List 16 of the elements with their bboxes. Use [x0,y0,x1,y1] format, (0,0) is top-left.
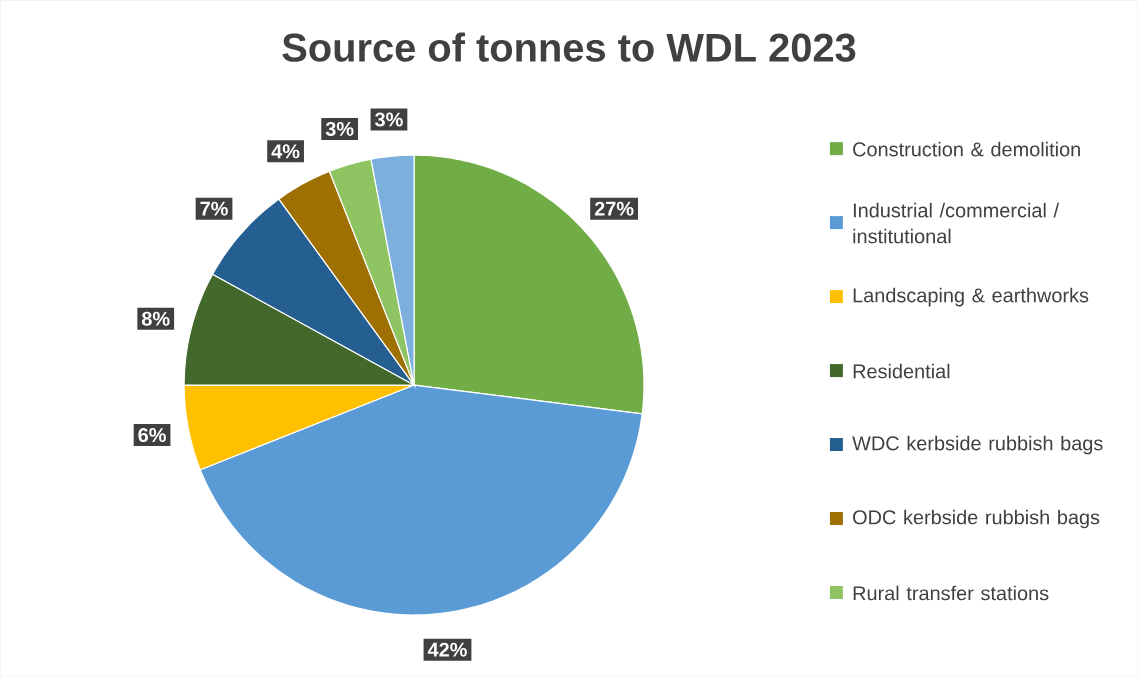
legend-label: Landscaping & earthworks [853,287,1089,307]
legend-label: ODC kerbside rubbish bags [853,509,1100,529]
legend-label: Residential [853,363,950,379]
legend-label: Industrial /commercial / institutional [853,202,1060,244]
data-label: 3% [375,112,403,127]
data-label: 27% [594,201,634,216]
data-label: 7% [200,201,228,216]
chart-title: Source of tonnes to WDL 2023 [282,32,856,62]
data-label: 4% [271,144,300,159]
data-label: 8% [141,311,170,326]
legend-label: Rural transfer stations [853,585,1049,601]
data-label: 42% [427,642,467,657]
data-label: 6% [138,427,166,443]
data-label: 3% [325,121,354,136]
legend-label: Construction & demolition [853,141,1080,157]
legend-label: WDC kerbside rubbish bags [852,435,1103,455]
